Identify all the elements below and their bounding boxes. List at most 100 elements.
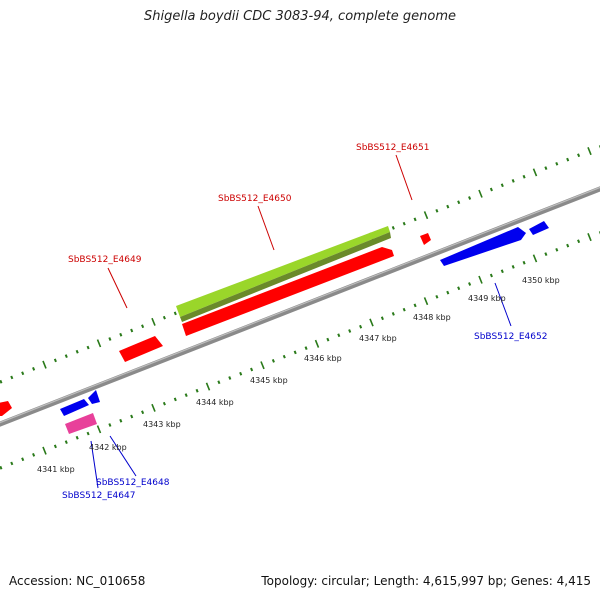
- minor-tick: [141, 324, 145, 329]
- minor-tick: [337, 333, 341, 338]
- scale-label-4343: 4343 kbp: [143, 420, 181, 429]
- minor-tick: [435, 295, 439, 299]
- minor-tick: [544, 252, 548, 256]
- minor-tick: [457, 286, 461, 291]
- minor-tick: [86, 431, 90, 436]
- minor-tick: [64, 354, 68, 358]
- minor-tick: [511, 265, 515, 269]
- major-tick: [42, 446, 47, 455]
- gene-label-SbBS512_E4648[interactable]: SbBS512_E4648: [96, 478, 170, 488]
- major-tick: [423, 211, 429, 220]
- gene-arrow-reverse-edge[interactable]: [529, 221, 549, 235]
- major-tick: [532, 254, 538, 263]
- minor-tick: [184, 393, 188, 397]
- gene-arrow-forward-edge[interactable]: [0, 401, 12, 416]
- minor-tick: [282, 354, 286, 359]
- leader-line-SbBS512_E4649: [107, 267, 128, 309]
- major-tick: [314, 339, 320, 348]
- minor-tick: [446, 204, 450, 209]
- gene-arrow-SbBS512_E4647[interactable]: [65, 413, 97, 434]
- minor-tick: [239, 371, 243, 376]
- major-tick: [42, 360, 47, 369]
- minor-tick: [32, 367, 36, 371]
- minor-tick: [130, 414, 134, 419]
- major-tick: [151, 403, 156, 412]
- gene-arrow-small-reverse[interactable]: [88, 390, 100, 404]
- major-tick: [96, 425, 102, 434]
- minor-tick: [53, 444, 57, 449]
- accession-text: Accession: NC_010658: [9, 574, 146, 588]
- minor-tick: [391, 312, 395, 316]
- gene-label-SbBS512_E4647[interactable]: SbBS512_E4647: [62, 491, 135, 501]
- gene-arrow-SbBS512_E4649[interactable]: [119, 336, 163, 362]
- minor-tick: [173, 397, 177, 402]
- major-tick: [532, 168, 538, 177]
- leader-line-SbBS512_E4648: [109, 435, 137, 477]
- minor-tick: [402, 307, 406, 312]
- minor-tick: [86, 345, 90, 350]
- gene-arrow-SbBS512_E4650[interactable]: [182, 247, 394, 336]
- minor-tick: [173, 311, 177, 316]
- major-tick: [151, 317, 156, 326]
- gene-label-SbBS512_E4650[interactable]: SbBS512_E4650: [218, 194, 292, 204]
- minor-tick: [228, 376, 232, 380]
- minor-tick: [500, 183, 504, 188]
- minor-tick: [446, 290, 450, 295]
- genome-backbone-highlight: [0, 186, 600, 424]
- minor-tick: [402, 221, 406, 226]
- major-tick: [587, 147, 592, 156]
- map-title: Shigella boydii CDC 3083-94, complete ge…: [143, 9, 457, 24]
- minor-tick: [141, 410, 145, 415]
- major-tick: [478, 189, 483, 198]
- minor-tick: [108, 423, 112, 427]
- minor-tick: [0, 379, 3, 384]
- scale-label-4349: 4349 kbp: [468, 294, 506, 303]
- leader-line-SbBS512_E4647: [90, 440, 99, 489]
- minor-tick: [53, 358, 57, 363]
- leader-line-SbBS512_E4650: [257, 205, 275, 251]
- major-tick: [587, 233, 592, 242]
- minor-tick: [348, 329, 352, 333]
- minor-tick: [130, 328, 134, 333]
- minor-tick: [119, 332, 123, 337]
- major-tick: [478, 275, 483, 284]
- gene-arrow-SbBS512_E4651[interactable]: [420, 233, 431, 245]
- minor-tick: [555, 162, 559, 166]
- major-tick: [369, 318, 374, 327]
- minor-tick: [555, 248, 559, 252]
- gene-arrow-SbBS512_E4648[interactable]: [60, 399, 89, 416]
- minor-tick: [489, 273, 493, 278]
- gene-arrow-SbBS512_E4650-trna[interactable]: [176, 226, 390, 317]
- minor-tick: [566, 243, 570, 248]
- minor-tick: [162, 315, 166, 320]
- minor-tick: [217, 380, 221, 385]
- minor-tick: [271, 359, 275, 363]
- scale-label-4341: 4341 kbp: [37, 465, 75, 474]
- gene-label-SbBS512_E4649[interactable]: SbBS512_E4649: [68, 255, 142, 265]
- minor-tick: [32, 453, 36, 457]
- minor-tick: [162, 401, 166, 406]
- minor-tick: [304, 346, 308, 350]
- minor-tick: [435, 209, 439, 213]
- gene-label-SbBS512_E4651[interactable]: SbBS512_E4651: [356, 143, 429, 153]
- gene-label-SbBS512_E4652[interactable]: SbBS512_E4652: [474, 332, 547, 342]
- minor-tick: [577, 153, 581, 158]
- leader-line-SbBS512_E4652: [494, 282, 512, 327]
- minor-tick: [522, 174, 526, 179]
- genome-summary-text: Topology: circular; Length: 4,615,997 bp…: [261, 574, 591, 588]
- leader-line-SbBS512_E4651: [395, 154, 413, 201]
- minor-tick: [577, 239, 581, 244]
- major-tick: [96, 339, 102, 348]
- minor-tick: [380, 316, 384, 321]
- minor-tick: [108, 337, 112, 341]
- scale-label-4345: 4345 kbp: [250, 376, 288, 385]
- minor-tick: [391, 226, 395, 230]
- minor-tick: [413, 217, 417, 222]
- gene-arrow-SbBS512_E4652[interactable]: [440, 227, 526, 266]
- minor-tick: [511, 179, 515, 183]
- scale-label-4344: 4344 kbp: [196, 398, 234, 407]
- minor-tick: [64, 440, 68, 444]
- minor-tick: [326, 337, 330, 342]
- minor-tick: [468, 196, 472, 200]
